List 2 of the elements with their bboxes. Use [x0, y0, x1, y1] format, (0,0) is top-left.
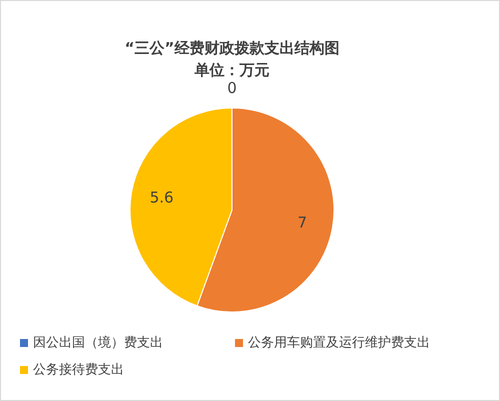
- subtitle: 单位：万元: [194, 61, 270, 79]
- title: “三公”经费财政拨款支出结构图: [124, 39, 340, 57]
